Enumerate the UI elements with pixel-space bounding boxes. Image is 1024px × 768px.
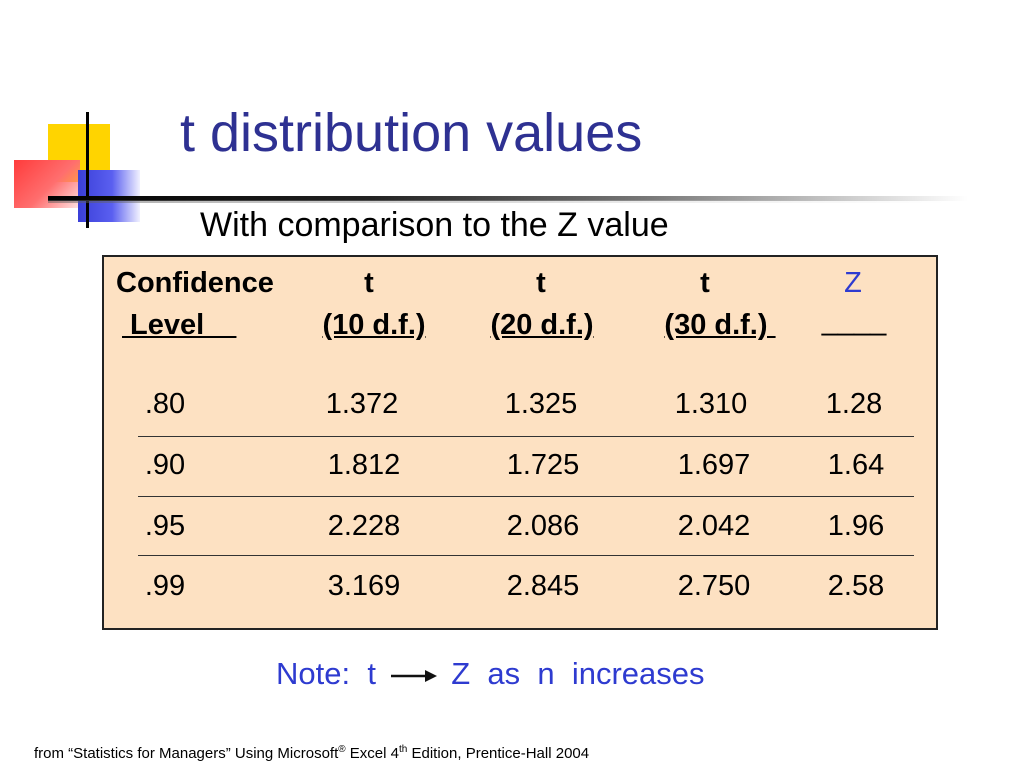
- title-underline-shadow: [48, 200, 948, 203]
- row-95-level: .95: [144, 510, 186, 542]
- header-10-df: (10 d.f.): [322, 309, 426, 341]
- header-t-20: t: [536, 267, 546, 299]
- note-prefix: Note:: [276, 656, 351, 691]
- row-divider: [138, 496, 914, 497]
- note-text: Note: t Z as n increases: [276, 656, 705, 692]
- row-99-z: 2.58: [827, 570, 885, 602]
- header-t-30: t: [700, 267, 710, 299]
- row-90-t30: 1.697: [677, 449, 751, 481]
- right-arrow-icon: [390, 669, 437, 682]
- slide-title: t distribution values: [180, 103, 643, 163]
- header-z: Z: [844, 267, 862, 299]
- header-t-10: t: [364, 267, 374, 299]
- row-99-level: .99: [144, 570, 186, 602]
- row-80-z: 1.28: [825, 388, 883, 420]
- title-underline-rule: [48, 196, 968, 201]
- header-20-df: (20 d.f.): [490, 309, 594, 341]
- registered-mark: ®: [338, 744, 346, 755]
- row-80-t10: 1.372: [325, 388, 399, 420]
- row-99-t20: 2.845: [506, 570, 580, 602]
- source-part2: Excel 4: [345, 745, 399, 762]
- header-30-df: (30 d.f.): [664, 309, 776, 341]
- slide-subtitle: With comparison to the Z value: [200, 206, 669, 244]
- row-95-t10: 2.228: [327, 510, 401, 542]
- row-99-t30: 2.750: [677, 570, 751, 602]
- source-citation: from “Statistics for Managers” Using Mic…: [34, 744, 589, 762]
- source-part3: Edition, Prentice-Hall 2004: [407, 745, 590, 762]
- row-90-t20: 1.725: [506, 449, 580, 481]
- note-to: Z: [451, 656, 471, 691]
- vertical-rule: [86, 112, 89, 228]
- row-80-level: .80: [144, 388, 186, 420]
- row-95-z: 1.96: [827, 510, 885, 542]
- decorative-logo: [0, 0, 150, 240]
- row-90-z: 1.64: [827, 449, 885, 481]
- source-part1: from “Statistics for Managers” Using Mic…: [34, 745, 339, 762]
- header-level: Level: [122, 309, 237, 341]
- header-z-blank: ____: [821, 305, 887, 337]
- row-divider: [138, 436, 914, 437]
- row-95-t20: 2.086: [506, 510, 580, 542]
- row-90-t10: 1.812: [327, 449, 401, 481]
- row-80-t20: 1.325: [504, 388, 578, 420]
- row-divider: [138, 555, 914, 556]
- row-99-t10: 3.169: [327, 570, 401, 602]
- row-90-level: .90: [144, 449, 186, 481]
- row-95-t30: 2.042: [677, 510, 751, 542]
- note-rest: as n increases: [487, 656, 705, 691]
- t-values-table: Confidence t t t Z Level (10 d.f.) (20 d…: [102, 255, 938, 630]
- row-80-t30: 1.310: [674, 388, 748, 420]
- note-from: t: [367, 656, 376, 691]
- header-confidence: Confidence: [116, 267, 274, 299]
- ordinal-suffix: th: [398, 744, 408, 755]
